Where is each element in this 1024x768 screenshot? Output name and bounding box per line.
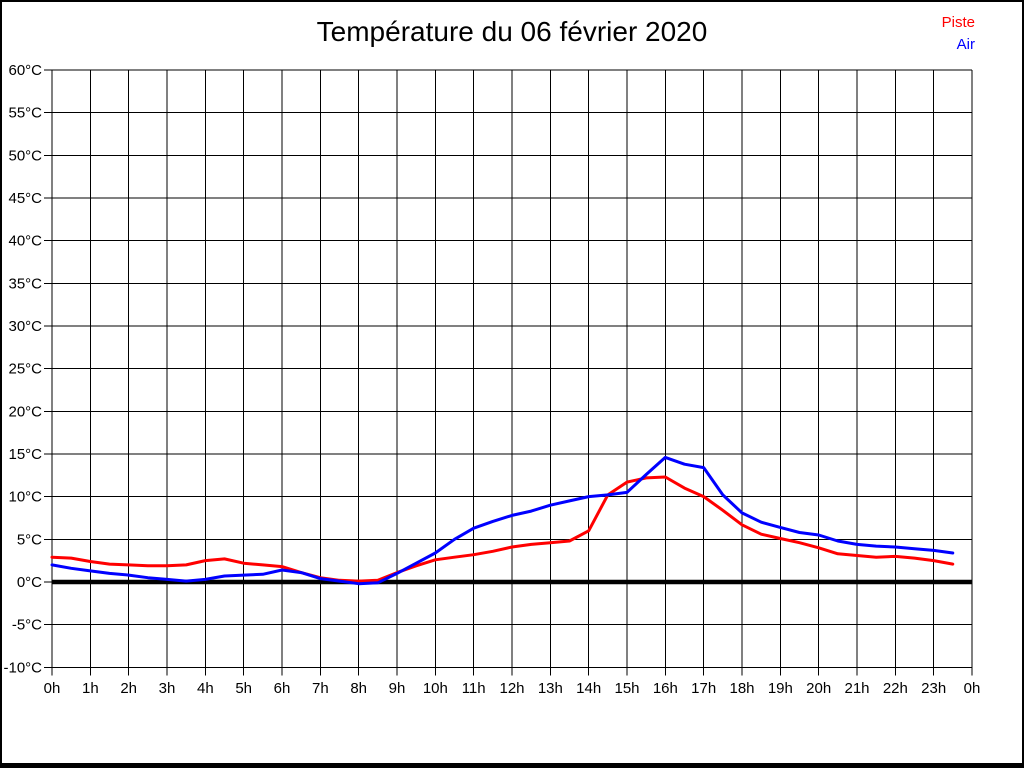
svg-text:11h: 11h (462, 680, 486, 697)
legend-item-air: Air (942, 34, 975, 56)
svg-text:3h: 3h (159, 680, 176, 697)
svg-text:14h: 14h (576, 680, 601, 697)
svg-text:55°C: 55°C (8, 105, 42, 122)
svg-text:13h: 13h (538, 680, 563, 697)
svg-text:10°C: 10°C (8, 489, 42, 506)
svg-text:45°C: 45°C (8, 190, 42, 207)
svg-text:15°C: 15°C (8, 446, 42, 463)
svg-text:20h: 20h (806, 680, 831, 697)
svg-text:18h: 18h (729, 680, 754, 697)
svg-text:30°C: 30°C (8, 318, 42, 335)
svg-text:1h: 1h (82, 680, 99, 697)
legend-label-air: Air (956, 36, 975, 53)
svg-text:5h: 5h (235, 680, 252, 697)
y-axis-labels: 60°C 55°C 50°C 45°C 40°C 35°C 30°C 25°C 20°C 15°C… (3, 62, 42, 676)
svg-text:10h: 10h (423, 680, 448, 697)
svg-text:21h: 21h (844, 680, 869, 697)
svg-text:35°C: 35°C (8, 275, 42, 292)
svg-text:8h: 8h (350, 680, 367, 697)
svg-text:40°C: 40°C (8, 233, 42, 250)
chart-title: Température du 06 février 2020 (316, 16, 708, 47)
legend-item-piste: Piste (942, 12, 975, 34)
svg-text:25°C: 25°C (8, 361, 42, 378)
legend: Piste Air (942, 12, 975, 56)
svg-text:5°C: 5°C (17, 531, 42, 548)
svg-text:12h: 12h (499, 680, 524, 697)
svg-text:6h: 6h (274, 680, 291, 697)
svg-text:50°C: 50°C (8, 147, 42, 164)
svg-text:17h: 17h (691, 680, 716, 697)
svg-text:0h: 0h (44, 680, 61, 697)
svg-text:19h: 19h (768, 680, 793, 697)
svg-text:9h: 9h (389, 680, 406, 697)
svg-text:15h: 15h (614, 680, 639, 697)
svg-text:0h: 0h (964, 680, 981, 697)
svg-text:16h: 16h (653, 680, 678, 697)
series-air (50, 455, 955, 586)
svg-text:2h: 2h (120, 680, 137, 697)
svg-text:4h: 4h (197, 680, 214, 697)
svg-text:22h: 22h (883, 680, 908, 697)
grid (44, 69, 973, 676)
svg-text:-10°C: -10°C (3, 659, 42, 676)
series-piste (50, 475, 955, 583)
svg-text:23h: 23h (921, 680, 946, 697)
svg-text:20°C: 20°C (8, 403, 42, 420)
svg-text:-5°C: -5°C (12, 617, 42, 634)
x-axis-labels: 0h 1h 2h 3h 4h 5h 6h 7h 8h 9h 10h 11h 12h 13h 14h 15h 16… (44, 680, 981, 697)
svg-text:7h: 7h (312, 680, 329, 697)
legend-label-piste: Piste (941, 14, 975, 31)
svg-text:60°C: 60°C (8, 62, 42, 79)
svg-text:0°C: 0°C (17, 574, 42, 591)
